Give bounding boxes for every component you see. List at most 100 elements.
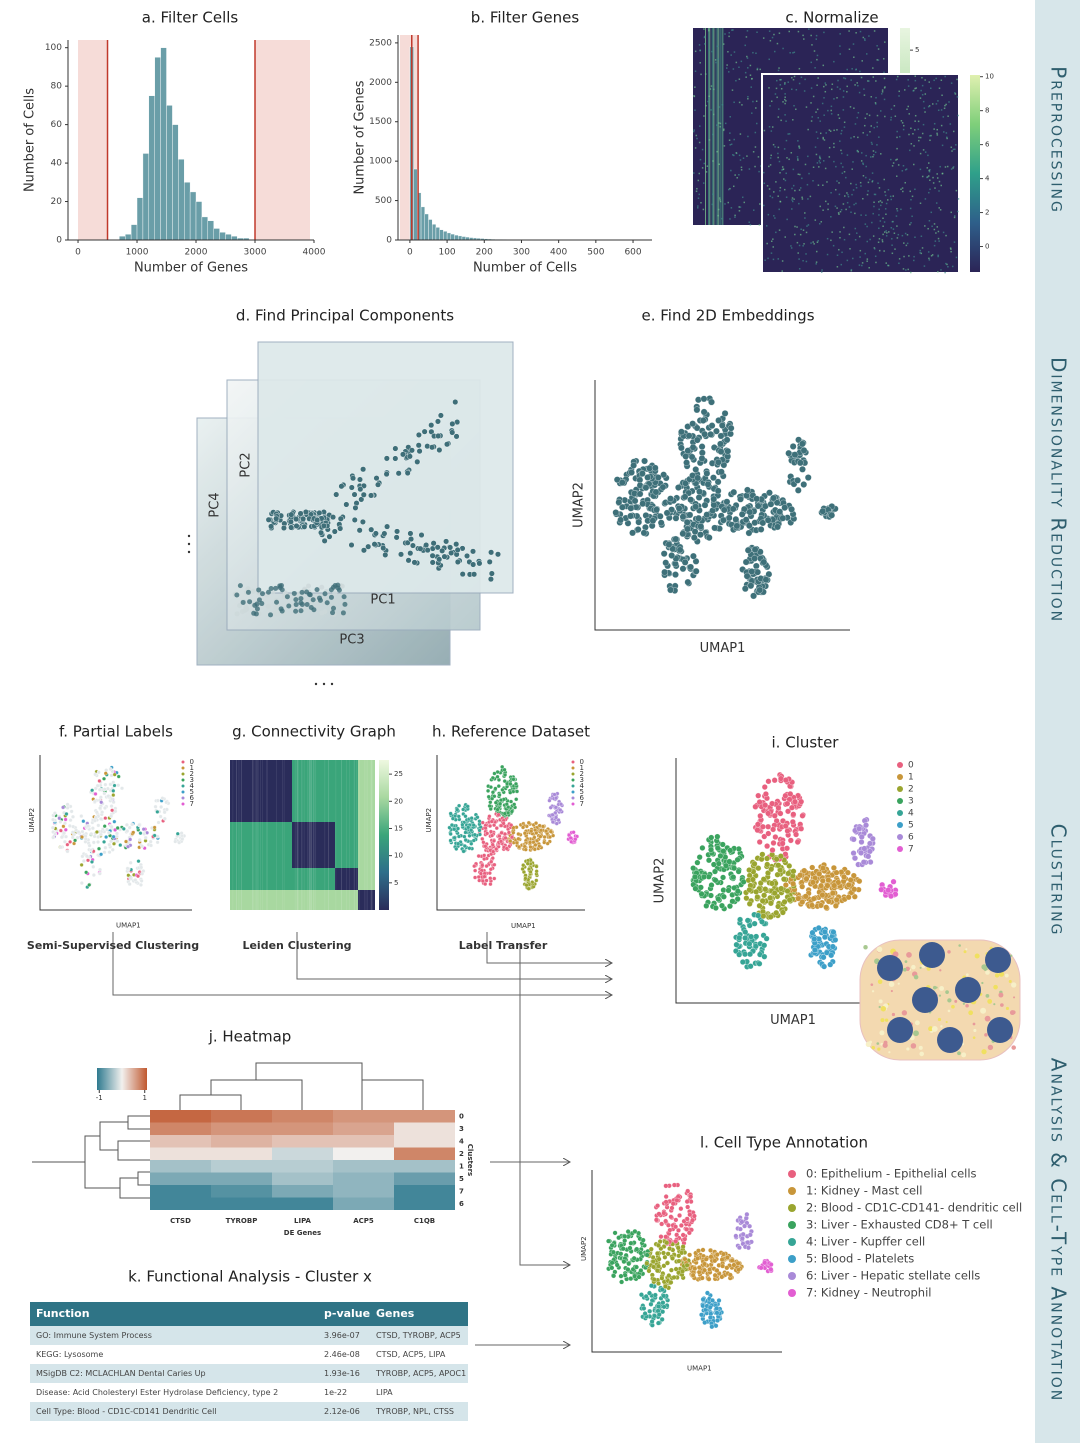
- cell-point: [109, 814, 114, 819]
- heatmap-cell: [808, 28, 810, 30]
- cell-point: [729, 505, 737, 513]
- heatmap-cell: [694, 86, 696, 88]
- heatmap-cell: [872, 76, 875, 78]
- cell-point: [108, 767, 113, 772]
- cell-point: [831, 882, 838, 889]
- axis-label: PC1: [370, 593, 395, 608]
- heatmap-cell: [952, 148, 955, 151]
- cell-point: [98, 806, 102, 810]
- cell-point: [652, 1313, 658, 1319]
- cell-point: [669, 1205, 675, 1211]
- cell-point: [730, 488, 738, 496]
- heatmap-cell: [853, 135, 855, 138]
- cell-point: [667, 495, 674, 503]
- cell-point: [811, 947, 818, 953]
- cell-point: [664, 1260, 670, 1266]
- heatmap-cell: [722, 43, 725, 45]
- label: 400: [550, 248, 567, 258]
- pca-point: [319, 610, 325, 616]
- heatmap-cell: [935, 232, 937, 234]
- cell-point: [694, 859, 701, 866]
- heatmap-cell: [819, 120, 821, 122]
- heatmap-cell: [698, 44, 701, 46]
- heatmap-cell: [956, 78, 958, 81]
- cell-point: [651, 1264, 657, 1270]
- cell-point: [856, 878, 863, 885]
- cell-point: [708, 422, 716, 429]
- cell-point: [833, 869, 840, 876]
- heatmap-cell: [790, 245, 792, 247]
- pca-point: [314, 587, 320, 593]
- heatmap-cell: [770, 252, 773, 254]
- heatmap-cell: [730, 169, 732, 172]
- cell-point: [487, 823, 493, 829]
- heatmap-cell: [841, 129, 843, 132]
- legend-marker: [897, 846, 903, 852]
- cell-point: [558, 808, 563, 813]
- heatmap-cell: [693, 130, 695, 133]
- cell-point: [149, 843, 153, 848]
- heatmap-cell: [902, 128, 905, 131]
- heatmap-cell: [821, 269, 823, 271]
- cell-point: [109, 839, 113, 844]
- heatmap-cell: [854, 238, 857, 241]
- cell-point: [656, 1312, 662, 1318]
- heatmap-cell: [785, 172, 787, 175]
- heatmap-cell: [937, 237, 940, 240]
- pca-point: [404, 539, 411, 546]
- heatmap-cell: [784, 102, 786, 105]
- heatmap-cell: [950, 250, 952, 253]
- heatmap-cell: [840, 208, 843, 211]
- cell-point: [80, 835, 84, 839]
- pca-point: [284, 594, 290, 600]
- cell-point: [761, 892, 768, 899]
- cell-point: [680, 1268, 685, 1274]
- cell-point: [697, 884, 704, 891]
- axis: [39, 755, 192, 911]
- pca-point: [383, 471, 390, 478]
- cell-point: [65, 842, 70, 847]
- heatmap-cell: [877, 241, 880, 244]
- cell-point: [695, 1255, 701, 1261]
- heatmap-cell: [699, 158, 702, 161]
- ellipsis-dot: [187, 550, 191, 554]
- cell-point: [84, 870, 89, 875]
- cell-point: [760, 558, 768, 566]
- cell-point: [671, 1274, 677, 1280]
- cell-point: [778, 885, 785, 892]
- heatmap-cell: [763, 171, 765, 174]
- tissue-speck: [913, 1030, 919, 1037]
- pca-point: [449, 420, 456, 427]
- cell-point: [678, 444, 685, 452]
- heatmap-cell: [896, 158, 898, 161]
- heatmap-cell: [855, 32, 857, 34]
- legend-marker: [788, 1272, 796, 1280]
- cell-point: [481, 840, 486, 845]
- heatmap-cell: [769, 157, 772, 159]
- cell-point: [708, 846, 714, 853]
- cell-point: [70, 830, 75, 835]
- cell-point: [690, 1272, 696, 1278]
- bar: [119, 235, 126, 241]
- cell-point: [769, 800, 776, 807]
- heatmap-cell: [752, 209, 755, 211]
- heatmap-cell: [736, 176, 738, 179]
- heatmap-cell: [749, 64, 752, 67]
- cell-point: [488, 800, 493, 805]
- cell-point: [685, 432, 693, 440]
- heatmap-cell: [936, 177, 939, 179]
- pca-point: [279, 587, 285, 593]
- cell-point: [103, 816, 108, 821]
- cell-point: [118, 843, 123, 848]
- cell-point: [497, 792, 502, 797]
- heatmap-cell: [859, 181, 862, 184]
- heatmap-cell: [904, 168, 907, 171]
- heatmap-cell: [855, 183, 857, 186]
- cell-point: [663, 1234, 669, 1240]
- cell-point: [767, 913, 774, 920]
- heatmap-cell: [819, 205, 821, 208]
- cell-point: [498, 801, 503, 806]
- cell-point: [775, 862, 782, 869]
- cell-point: [759, 823, 766, 830]
- label: 100: [45, 43, 62, 53]
